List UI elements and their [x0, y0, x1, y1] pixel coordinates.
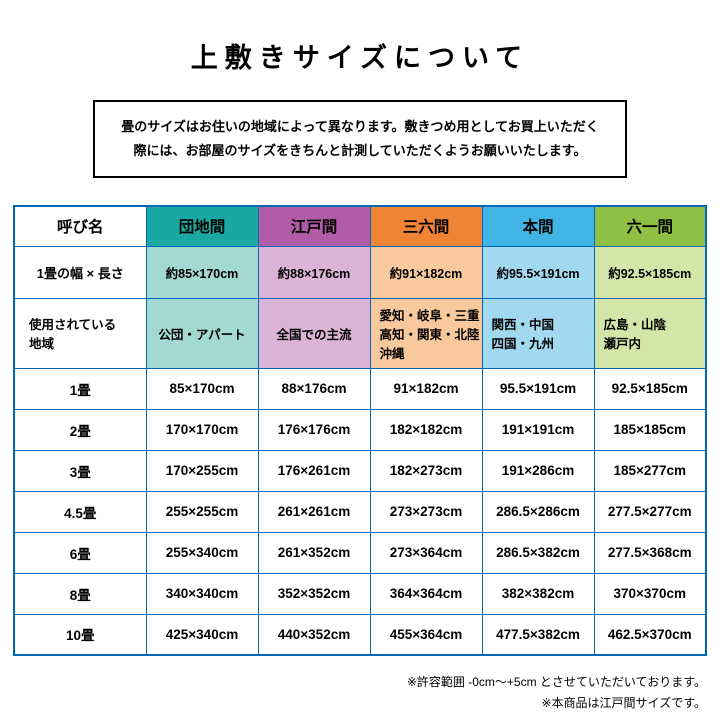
table-row: 使用されている 地域 公団・アパート 全国での主流 愛知・岐阜・三重 高知・関東… [13, 297, 707, 369]
col-header-honma: 本間 [481, 205, 595, 247]
table-cell: 370×370cm [593, 572, 707, 615]
row-label: 3畳 [13, 449, 147, 492]
table-cell: 88×176cm [257, 367, 371, 410]
table-cell: 440×352cm [257, 613, 371, 656]
row-label: 10畳 [13, 613, 147, 656]
table-cell: 364×364cm [369, 572, 483, 615]
row-label: 8畳 [13, 572, 147, 615]
table-cell: 176×261cm [257, 449, 371, 492]
table-cell: 261×261cm [257, 490, 371, 533]
tatami-size-table: 呼び名 団地間 江戸間 三六間 本間 六一間 1畳の幅 × 長さ 約85×170… [13, 205, 707, 657]
table-cell: 185×185cm [593, 408, 707, 451]
table-cell: 340×340cm [145, 572, 259, 615]
table-cell: 170×255cm [145, 449, 259, 492]
table-cell: 全国での主流 [257, 297, 371, 369]
col-header-edoma: 江戸間 [257, 205, 371, 247]
col-header-rokuichima: 六一間 [593, 205, 707, 247]
table-cell: 455×364cm [369, 613, 483, 656]
table-cell: 277.5×368cm [593, 531, 707, 574]
table-cell: 176×176cm [257, 408, 371, 451]
notice-line-1: 畳のサイズはお住いの地域によって異なります。敷きつめ用としてお買上いただく [121, 119, 599, 134]
table-row: 10畳 425×340cm 440×352cm 455×364cm 477.5×… [13, 613, 707, 656]
notice-line-2: 際には、お部屋のサイズをきちんと計測していただくようお願いいたします。 [133, 143, 587, 159]
table-cell: 170×170cm [145, 408, 259, 451]
table-cell: 約92.5×185cm [593, 245, 707, 299]
table-cell: 91×182cm [369, 367, 483, 410]
table-cell: 255×255cm [145, 490, 259, 533]
footnotes: ※許容範囲 -0cm〜+5cm とさせていただいております。 ※本商品は江戸間サ… [14, 672, 706, 714]
table-cell: 愛知・岐阜・三重 高知・関東・北陸 沖縄 [369, 297, 483, 369]
row-label: 6畳 [13, 531, 147, 574]
table-cell: 182×182cm [369, 408, 483, 451]
table-row: 3畳 170×255cm 176×261cm 182×273cm 191×286… [13, 449, 707, 492]
row-label: 1畳の幅 × 長さ [13, 245, 147, 299]
table-row: 6畳 255×340cm 261×352cm 273×364cm 286.5×3… [13, 531, 707, 574]
row-label: 4.5畳 [13, 490, 147, 533]
row-label: 2畳 [13, 408, 147, 451]
table-row: 1畳の幅 × 長さ 約85×170cm 約88×176cm 約91×182cm … [13, 245, 707, 299]
table-cell: 185×277cm [593, 449, 707, 492]
footnote: ※許容範囲 -0cm〜+5cm とさせていただいております。 [406, 675, 706, 690]
table-cell: 約85×170cm [145, 245, 259, 299]
col-header-danchima: 団地間 [145, 205, 259, 247]
footnote: ※本商品は江戸間サイズです。 [541, 696, 707, 711]
table-cell: 477.5×382cm [481, 613, 595, 656]
row-label: 使用されている 地域 [13, 297, 147, 369]
table-cell: 286.5×286cm [481, 490, 595, 533]
table-cell: 広島・山陰 瀬戸内 [593, 297, 707, 369]
table-cell: 191×191cm [481, 408, 595, 451]
table-cell: 273×273cm [369, 490, 483, 533]
table-cell: 273×364cm [369, 531, 483, 574]
table-cell: 公団・アパート [145, 297, 259, 369]
table-cell: 約88×176cm [257, 245, 371, 299]
col-header-name: 呼び名 [13, 205, 147, 247]
row-label: 1畳 [13, 367, 147, 410]
table-cell: 261×352cm [257, 531, 371, 574]
table-cell: 286.5×382cm [481, 531, 595, 574]
col-header-saburokuma: 三六間 [369, 205, 483, 247]
table-cell: 352×352cm [257, 572, 371, 615]
table-cell: 85×170cm [145, 367, 259, 410]
table-cell: 95.5×191cm [481, 367, 595, 410]
table-cell: 関西・中国 四国・九州 [481, 297, 595, 369]
table-row: 4.5畳 255×255cm 261×261cm 273×273cm 286.5… [13, 490, 707, 533]
table-cell: 425×340cm [145, 613, 259, 656]
notice-box: 畳のサイズはお住いの地域によって異なります。敷きつめ用としてお買上いただく 際に… [93, 100, 627, 179]
table-cell: 382×382cm [481, 572, 595, 615]
page-title: 上敷きサイズについて [190, 43, 530, 73]
table-cell: 約95.5×191cm [481, 245, 595, 299]
table-cell: 462.5×370cm [593, 613, 707, 656]
table-cell: 277.5×277cm [593, 490, 707, 533]
header-row: 呼び名 団地間 江戸間 三六間 本間 六一間 [13, 205, 707, 247]
table-row: 1畳 85×170cm 88×176cm 91×182cm 95.5×191cm… [13, 367, 707, 410]
table-cell: 255×340cm [145, 531, 259, 574]
table-row: 2畳 170×170cm 176×176cm 182×182cm 191×191… [13, 408, 707, 451]
table-cell: 92.5×185cm [593, 367, 707, 410]
table-row: 8畳 340×340cm 352×352cm 364×364cm 382×382… [13, 572, 707, 615]
table-cell: 182×273cm [369, 449, 483, 492]
table-cell: 約91×182cm [369, 245, 483, 299]
table-cell: 191×286cm [481, 449, 595, 492]
